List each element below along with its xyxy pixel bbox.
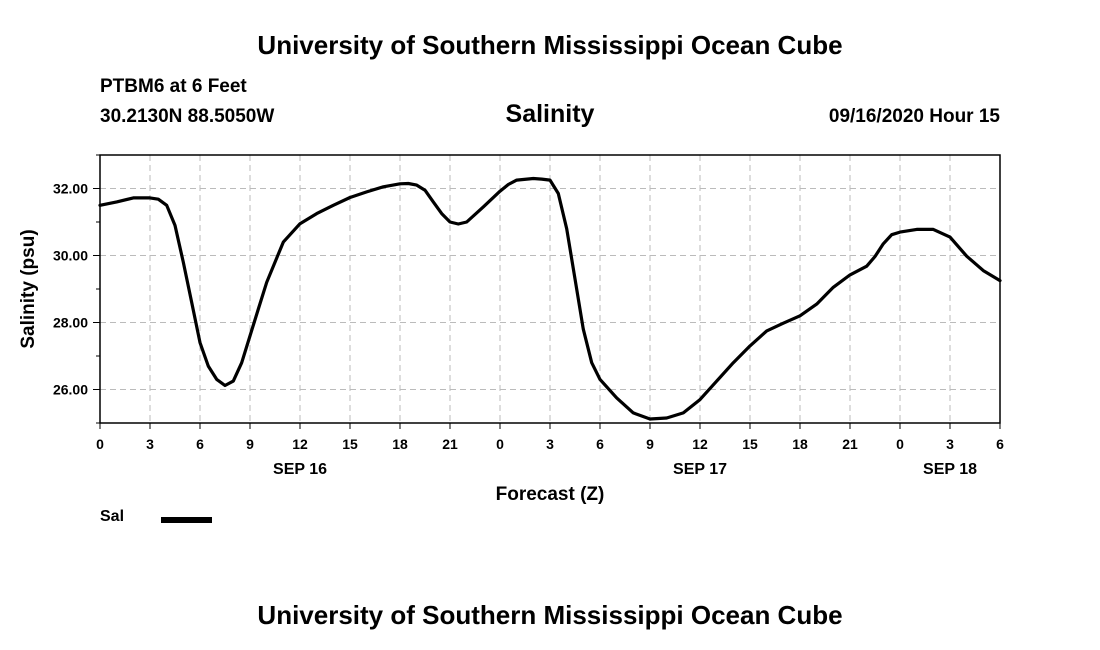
top-title: University of Southern Mississippi Ocean… [257,30,843,60]
date-label: SEP 16 [273,461,327,478]
x-tick-label: 6 [996,436,1004,452]
y-tick-label: 32.00 [53,181,88,197]
date-label: SEP 17 [673,461,727,478]
x-tick-label: 18 [392,436,408,452]
x-tick-label: 12 [292,436,308,452]
x-tick-label: 0 [496,436,504,452]
x-tick-label: 18 [792,436,808,452]
x-tick-label: 3 [946,436,954,452]
axes: 26.00 28.00 30.00 32.00 0 3 6 9 12 15 18 21 0 3 6 9 12 15… [53,154,1004,478]
y-tick-label: 28.00 [53,315,88,331]
legend-line-swatch [161,517,212,523]
x-tick-label: 3 [146,436,154,452]
station-label: PTBM6 at 6 Feet [100,76,247,97]
x-tick-label: 12 [692,436,708,452]
x-tick-label: 6 [596,436,604,452]
x-tick-label: 15 [742,436,758,452]
x-tick-label: 9 [646,436,654,452]
grid-lines [100,155,1000,423]
x-axis-title: Forecast (Z) [496,484,605,505]
x-tick-label: 0 [96,436,104,452]
chart-title: Salinity [505,100,595,128]
salinity-series-line [98,176,1002,421]
coordinates-label: 30.2130N 88.5050W [100,106,275,127]
y-tick-label: 30.00 [53,248,88,264]
plot-frame [99,154,1001,424]
x-tick-label: 15 [342,436,358,452]
legend-label: Sal [100,508,125,525]
x-tick-label: 0 [896,436,904,452]
legend: Sal [100,508,212,526]
y-tick-label: 26.00 [53,382,88,398]
date-label: SEP 18 [923,461,977,478]
bottom-title: University of Southern Mississippi Ocean… [257,600,843,630]
x-tick-label: 6 [196,436,204,452]
y-axis-title: Salinity (psu) [18,229,39,348]
x-tick-label: 21 [842,436,858,452]
x-tick-label: 21 [442,436,458,452]
datetime-label: 09/16/2020 Hour 15 [828,106,1000,127]
x-tick-label: 9 [246,436,254,452]
series-layer [98,176,1002,421]
x-tick-label: 3 [546,436,554,452]
